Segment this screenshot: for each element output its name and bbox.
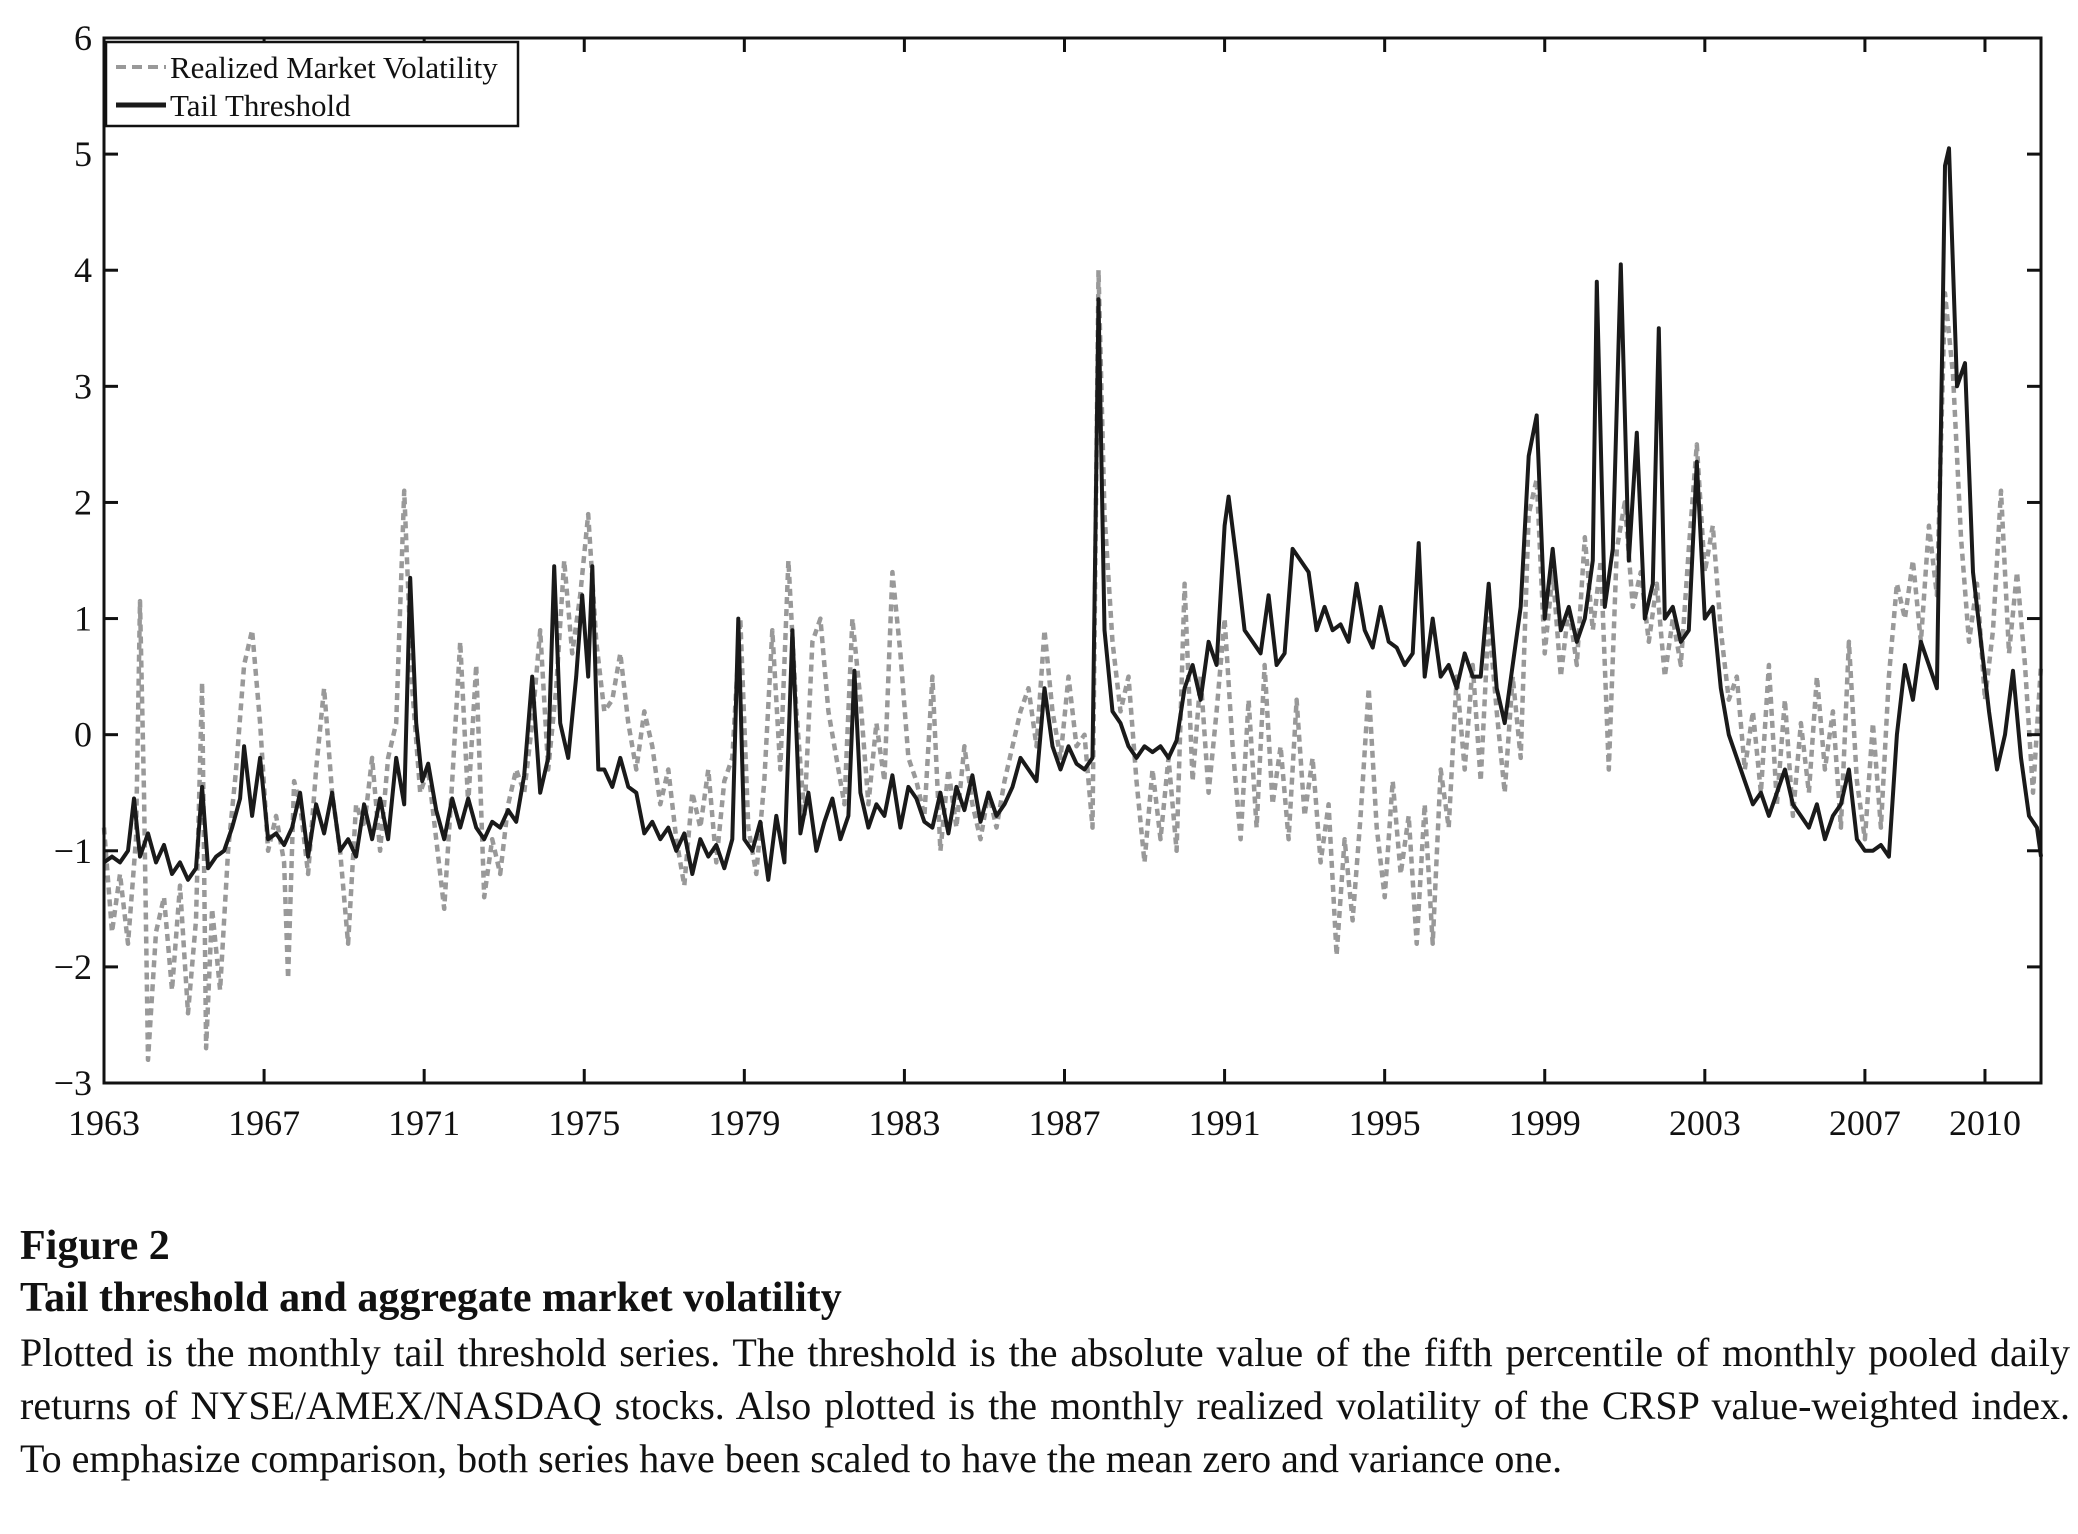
y-tick-label: 4 [74,250,92,290]
y-tick-label: 2 [74,482,92,522]
y-tick-label: 0 [74,715,92,755]
x-tick-label: 1975 [548,1103,620,1143]
y-tick-label: 3 [74,366,92,406]
legend-label-tail-threshold: Tail Threshold [170,88,351,123]
x-tick-label: 1995 [1349,1103,1421,1143]
x-tick-label: 1991 [1189,1103,1261,1143]
legend-label-realized-volatility: Realized Market Volatility [170,50,498,85]
y-tick-label: 5 [74,134,92,174]
y-tick-label: −1 [54,831,92,871]
figure-description: Plotted is the monthly tail threshold se… [20,1330,2070,1481]
figure-title: Tail threshold and aggregate market vola… [20,1275,842,1321]
figure-label: Figure 2 [20,1223,170,1269]
x-tick-label: 2010 [1949,1103,2021,1143]
x-tick-label: 2003 [1669,1103,1741,1143]
y-tick-label: 6 [74,18,92,58]
plot-frame [102,36,2043,1085]
x-tick-label: 2007 [1829,1103,1901,1143]
labels-layer: −3 −2 −1 0 1 2 3 4 5 6 1963 1967 1971 1975 1979 1983 198… [54,18,2021,1143]
y-tick-label: −3 [54,1063,92,1103]
y-tick-label: −2 [54,947,92,987]
y-tick-label: 1 [74,599,92,639]
legend: Realized Market Volatility Tail Threshol… [104,40,520,128]
ticks-layer [102,36,2041,1085]
x-tick-label: 1999 [1509,1103,1581,1143]
x-tick-label: 1987 [1028,1103,1100,1143]
series-layer [101,146,2044,1063]
legend-box [104,40,520,128]
series-line-tail-threshold [102,146,2043,882]
chart: −3 −2 −1 0 1 2 3 4 5 6 1963 1967 1971 1975 1979 1983 198… [54,18,2044,1143]
x-tick-label: 1983 [868,1103,940,1143]
x-tick-label: 1979 [708,1103,780,1143]
x-tick-label: 1967 [228,1103,300,1143]
x-tick-label: 1971 [388,1103,460,1143]
x-tick-label: 1963 [68,1103,140,1143]
series-line-realized-market-volatility [101,267,2044,1063]
